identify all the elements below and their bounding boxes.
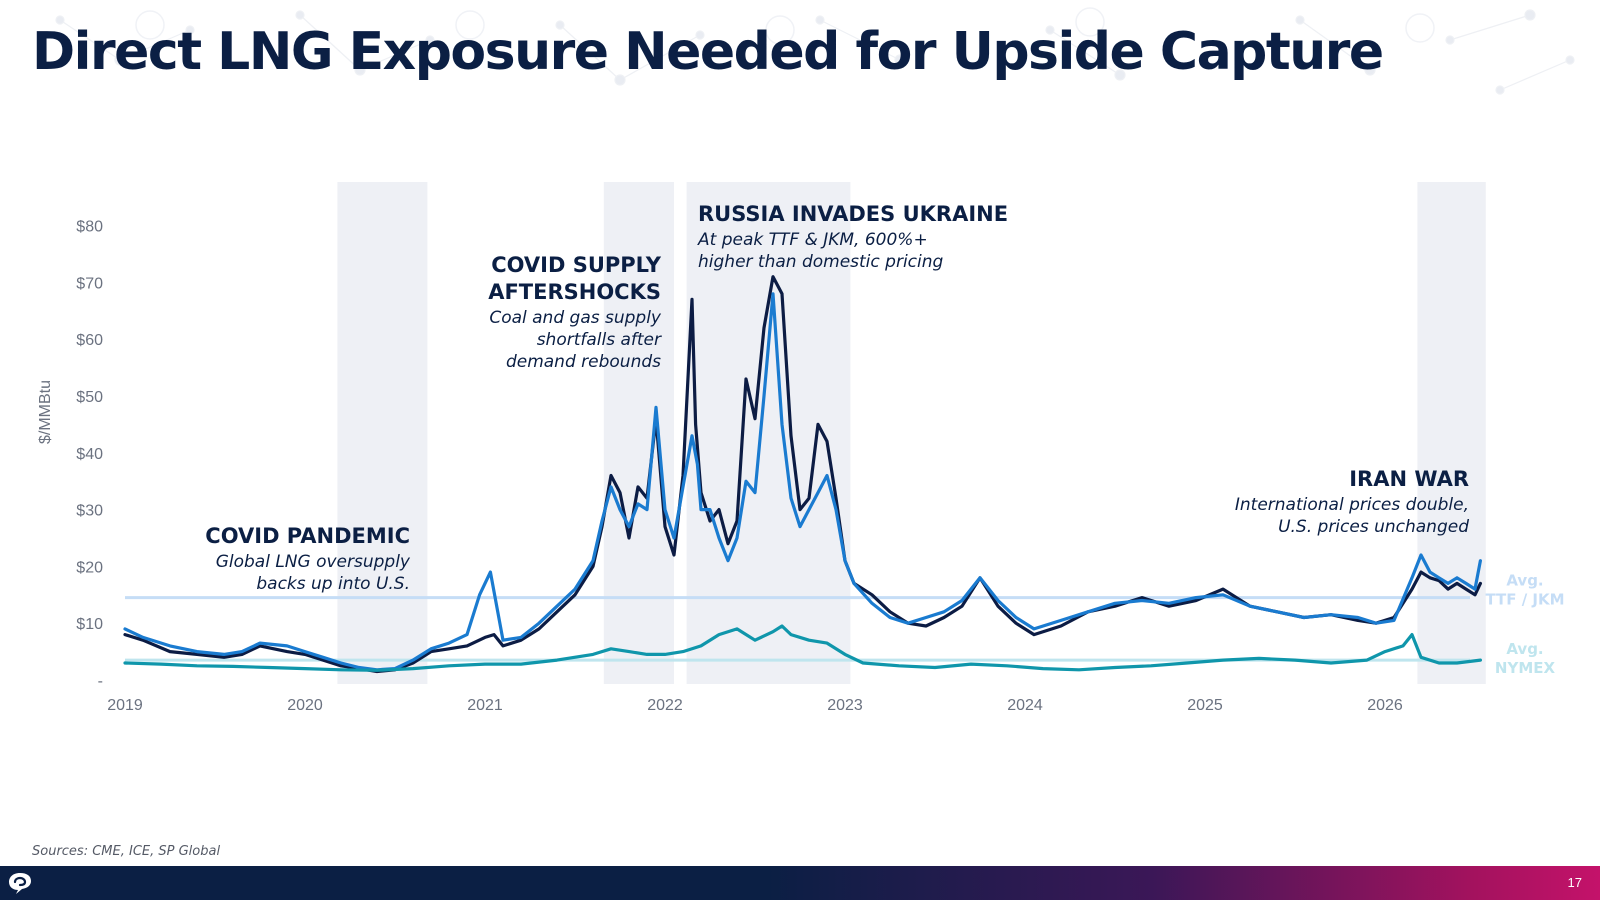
background-molecule-pattern: [55, 7, 1575, 95]
shaded-period-0: [337, 182, 428, 684]
event-annotations: COVID PANDEMIC Global LNG oversupplybacks…: [205, 202, 1469, 594]
x-tick-label: 2026: [1367, 697, 1403, 714]
annotation-body: shortfalls after: [537, 330, 662, 350]
x-tick-label: 2024: [1007, 697, 1043, 714]
shaded-period-3: [1417, 182, 1486, 684]
company-logo-icon: [9, 873, 31, 894]
series-line-1: [123, 292, 1482, 672]
average-label: Avg.: [1506, 640, 1543, 658]
annotation-title: IRAN WAR: [1349, 467, 1469, 491]
y-axis-ticks: - $10 $20 $30 $40 $50 $60 $70 $80: [76, 219, 103, 690]
y-tick-label: $30: [76, 503, 103, 520]
annotation-body: U.S. prices unchanged: [1278, 517, 1469, 537]
x-tick-label: 2022: [647, 697, 683, 714]
lng-price-chart: -$10$20$30$40$50$60$70$80 2019 2020 2021 20…: [37, 182, 1565, 714]
y-axis-label: $/MMBtu: [37, 380, 54, 444]
annotation-title: COVID PANDEMIC: [205, 524, 410, 548]
annotation-body: At peak TTF & JKM, 600%+: [697, 230, 928, 250]
y-tick-label: $40: [76, 446, 103, 463]
y-tick-label: $20: [76, 559, 103, 576]
series-line-2: [123, 624, 1482, 672]
y-tick-label: $70: [76, 275, 103, 292]
x-tick-label: 2020: [287, 697, 323, 714]
annotation-title: COVID SUPPLY: [491, 253, 662, 277]
shaded-periods: [337, 182, 1486, 684]
price-series: [123, 275, 1482, 674]
annotation-body: demand rebounds: [506, 352, 661, 372]
annotation-body: International prices double,: [1235, 495, 1469, 515]
footer-bar: 17: [0, 866, 1600, 900]
y-tick-label: $80: [76, 219, 103, 236]
annotation-body: Global LNG oversupply: [216, 552, 411, 572]
average-label: TTF / JKM: [1485, 591, 1564, 609]
annotation-title: AFTERSHOCKS: [488, 280, 661, 304]
average-label: Avg.: [1506, 572, 1543, 590]
x-tick-label: 2021: [467, 697, 503, 714]
annotation-body: backs up into U.S.: [256, 574, 410, 594]
annotation-body: Coal and gas supply: [489, 308, 662, 328]
x-tick-label: 2025: [1187, 697, 1223, 714]
x-tick-label: 2023: [827, 697, 863, 714]
shaded-period-1: [603, 182, 674, 684]
y-tick-label: $60: [76, 332, 103, 349]
x-axis-ticks: 2019 2020 2021 2022 2023 2024 2025 2026: [107, 697, 1403, 714]
annotation-title: RUSSIA INVADES UKRAINE: [698, 202, 1008, 226]
page-number: 17: [1567, 875, 1582, 890]
slide-title: Direct LNG Exposure Needed for Upside Ca…: [32, 22, 1384, 82]
y-tick-label: $10: [76, 616, 103, 633]
x-tick-label: 2019: [107, 697, 143, 714]
annotation-body: higher than domestic pricing: [698, 252, 944, 272]
y-tick-label: -: [98, 673, 103, 690]
sources-note: Sources: CME, ICE, SP Global: [32, 844, 221, 859]
y-tick-label: $50: [76, 389, 103, 406]
average-label: NYMEX: [1495, 659, 1556, 677]
